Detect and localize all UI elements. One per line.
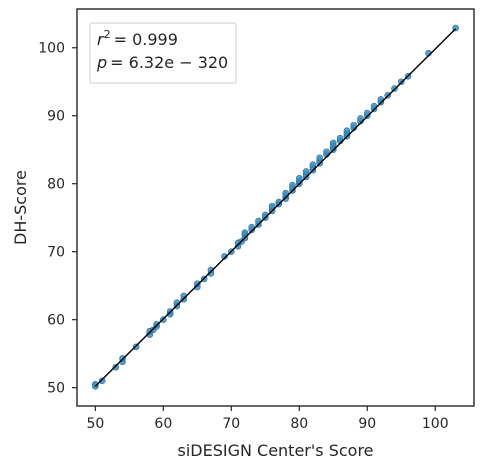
p-value: = 6.32e − 320 bbox=[110, 53, 228, 72]
data-point bbox=[289, 181, 296, 189]
data-point bbox=[132, 343, 140, 351]
x-tick-label: 70 bbox=[222, 416, 240, 432]
data-point bbox=[153, 321, 160, 328]
data-point bbox=[194, 280, 201, 287]
x-tick-label: 60 bbox=[154, 416, 172, 432]
p-symbol: p bbox=[96, 53, 107, 72]
r2-symbol: r bbox=[97, 30, 105, 49]
data-point bbox=[336, 134, 344, 142]
y-tick-label: 70 bbox=[47, 245, 65, 261]
data-point bbox=[329, 139, 337, 147]
data-point bbox=[302, 168, 310, 175]
data-point bbox=[357, 115, 364, 122]
p-annotation: p = 6.32e − 320 bbox=[96, 53, 228, 72]
r2-value: = 0.999 bbox=[114, 30, 178, 49]
data-point bbox=[112, 363, 120, 371]
data-point bbox=[268, 202, 276, 210]
y-tick-label: 100 bbox=[38, 41, 65, 57]
data-point bbox=[309, 161, 317, 168]
data-point bbox=[295, 174, 303, 182]
axes-frame bbox=[76, 8, 475, 407]
data-point bbox=[323, 148, 330, 156]
x-tick-label: 100 bbox=[422, 416, 449, 432]
x-axis-label: siDESIGN Center's Score bbox=[177, 441, 373, 460]
data-point bbox=[350, 121, 357, 129]
y-tick-label: 90 bbox=[47, 109, 65, 125]
data-point bbox=[282, 189, 289, 197]
data-point bbox=[221, 253, 228, 260]
r2-exponent: 2 bbox=[104, 28, 111, 41]
annotation-box bbox=[89, 22, 237, 84]
fit-layer bbox=[94, 28, 457, 387]
data-point bbox=[316, 154, 323, 162]
x-tick-label: 90 bbox=[358, 416, 376, 432]
y-axis-label: DH-Score bbox=[11, 170, 30, 245]
stats-annotation: r2 = 0.999 p = 6.32e − 320 bbox=[89, 22, 237, 84]
y-tick-label: 50 bbox=[47, 381, 65, 397]
data-point bbox=[98, 377, 106, 385]
data-point bbox=[207, 266, 215, 274]
data-point bbox=[241, 229, 249, 236]
y-tick-label: 80 bbox=[47, 177, 65, 193]
x-tick-label: 80 bbox=[290, 416, 308, 432]
y-tick-label: 60 bbox=[47, 313, 65, 329]
r2-annotation: r2 = 0.999 bbox=[97, 28, 178, 49]
fit-line bbox=[94, 28, 457, 387]
data-point bbox=[343, 127, 351, 134]
x-tick-label: 50 bbox=[86, 416, 104, 432]
x-ticks: 50 60 70 80 90 100 bbox=[86, 406, 449, 432]
y-ticks: 50 60 70 80 90 100 bbox=[38, 41, 77, 397]
